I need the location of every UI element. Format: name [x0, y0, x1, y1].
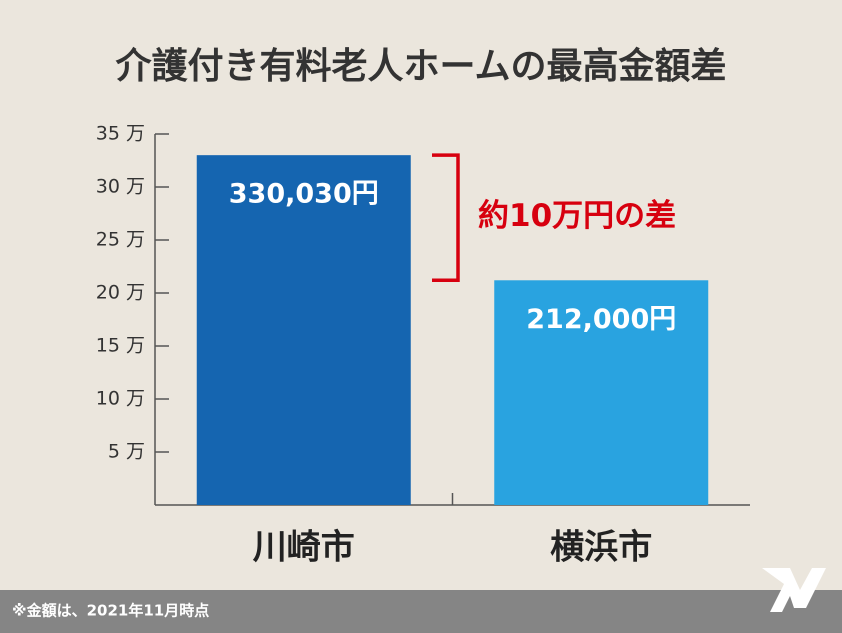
logo	[762, 568, 826, 612]
value-label: 212,000円	[526, 304, 676, 335]
bar	[196, 155, 411, 505]
footer-band	[0, 590, 842, 633]
y-tick-label: 25 万	[96, 229, 145, 251]
annotation: 約10万円の差	[478, 198, 676, 234]
x-tick-label: 川崎市	[253, 528, 355, 568]
logo-mark	[762, 568, 826, 612]
x-tick-label: 横浜市	[550, 528, 652, 568]
y-tick-label: 30 万	[96, 176, 145, 198]
y-tick-label: 5 万	[108, 441, 145, 463]
y-tick-label: 35 万	[96, 123, 145, 145]
y-tick-label: 20 万	[96, 282, 145, 304]
footnote: ※金額は、2021年11月時点	[12, 602, 209, 620]
chart-title: 介護付き有料老人ホームの最高金額差	[116, 45, 727, 87]
value-label: 330,030円	[229, 179, 379, 210]
y-tick-label: 10 万	[96, 388, 145, 410]
bar	[494, 280, 709, 505]
bracket	[432, 153, 460, 283]
y-tick-label: 15 万	[96, 335, 145, 357]
